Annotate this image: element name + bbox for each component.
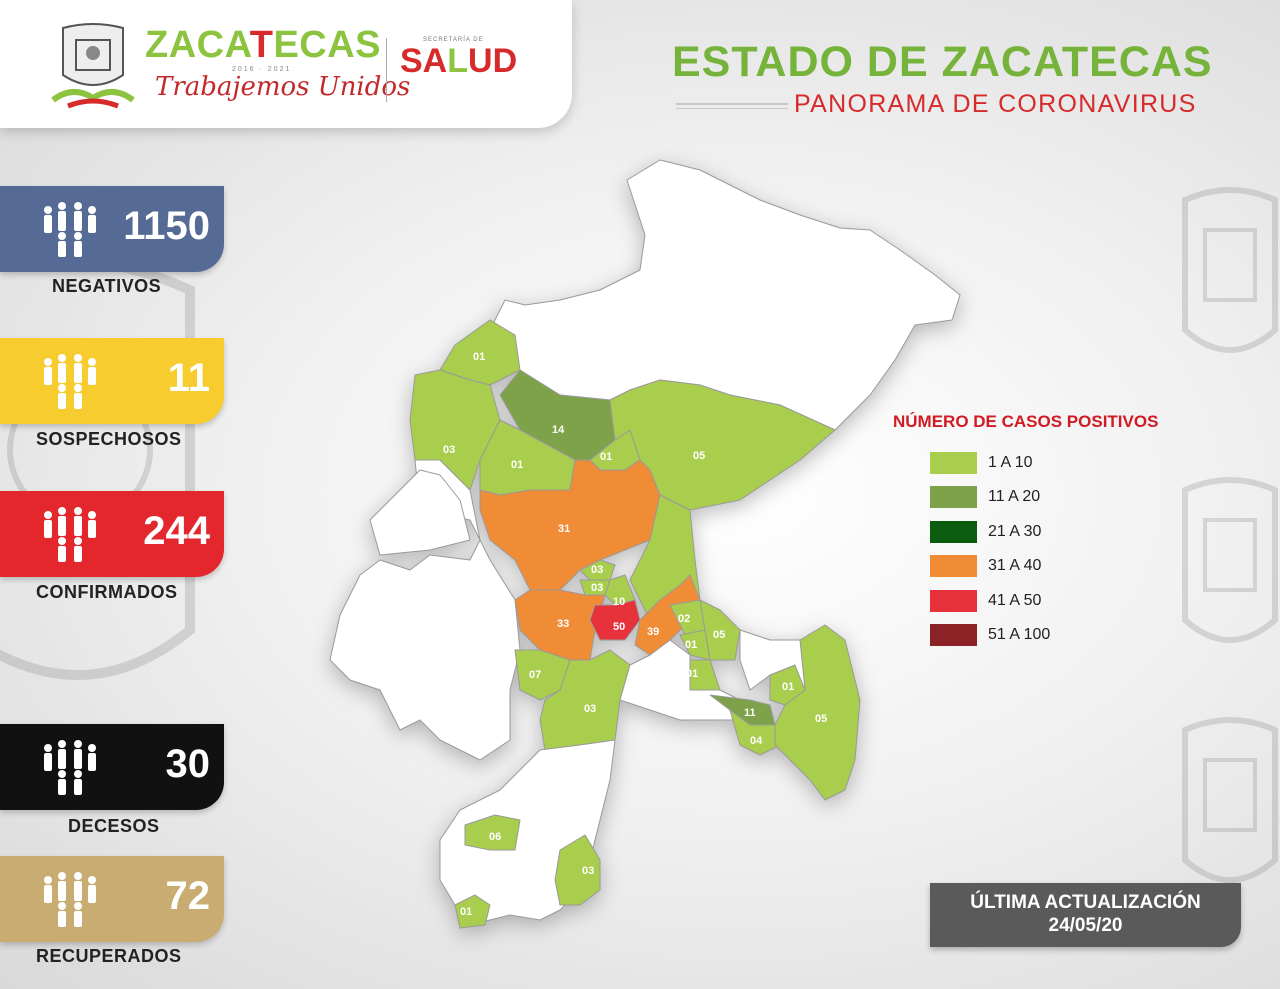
municipality-05-c <box>699 599 741 661</box>
municipality-01-s <box>454 894 491 929</box>
municipality-03-lower <box>539 649 631 751</box>
map-label: 31 <box>558 523 570 535</box>
map-label: 03 <box>584 703 596 715</box>
map-label: 01 <box>511 459 523 471</box>
municipality-10 <box>604 574 636 606</box>
title-rule <box>676 108 788 109</box>
municipality-north <box>489 159 961 431</box>
last-update-box: ÚLTIMA ACTUALIZACIÓN 24/05/20 <box>930 883 1241 947</box>
legend-title: NÚMERO DE CASOS POSITIVOS <box>893 412 1159 431</box>
people-icon <box>44 354 96 409</box>
map-label: 01 <box>782 681 794 693</box>
map-label: 03 <box>582 865 594 877</box>
map-label: 14 <box>552 424 565 436</box>
legend-swatch <box>930 452 977 474</box>
people-icon <box>44 872 96 927</box>
map-label: 06 <box>489 831 501 843</box>
municipality-06 <box>464 814 521 851</box>
secretaria-label: SECRETARÍA DE <box>423 37 484 43</box>
map-label: 05 <box>815 713 827 725</box>
stat-label: CONFIRMADOS <box>36 582 178 602</box>
map-label: 05 <box>713 629 725 641</box>
legend-swatch <box>930 521 977 543</box>
stat-value: 72 <box>165 874 211 918</box>
stat-label: NEGATIVOS <box>52 276 162 296</box>
watermark-crest <box>1182 187 1278 353</box>
stat-value: 1150 <box>123 204 210 248</box>
page-subtitle: PANORAMA DE CORONAVIRUS <box>794 90 1197 118</box>
map-label: 33 <box>557 618 569 630</box>
map-label: 01 <box>600 451 612 463</box>
legend-swatch <box>930 624 977 646</box>
municipality-se-white <box>739 629 806 691</box>
last-update-label: ÚLTIMA ACTUALIZACIÓN <box>970 892 1201 913</box>
people-icon <box>44 740 96 795</box>
legend-swatch <box>930 486 977 508</box>
municipality-05-e <box>774 624 861 801</box>
legend-label: 11 A 20 <box>988 488 1041 505</box>
map-label: 05 <box>693 450 705 462</box>
map-label: 03 <box>591 564 603 576</box>
legend-label: 41 A 50 <box>988 592 1042 609</box>
municipality-03-s <box>554 834 601 906</box>
header-divider <box>386 38 387 102</box>
stat-card-confirmados: 244 <box>0 491 224 577</box>
page-title: ESTADO DE ZACATECAS <box>672 38 1213 86</box>
map-label: 11 <box>744 707 756 719</box>
map-label: 01 <box>686 668 698 680</box>
map-label: 39 <box>647 626 659 638</box>
map-label: 02 <box>678 613 690 625</box>
people-icon <box>44 202 96 257</box>
legend-label: 31 A 40 <box>988 557 1042 574</box>
stat-label: DECESOS <box>68 816 160 836</box>
municipality-50 <box>589 599 641 641</box>
map-label: 03 <box>591 582 603 594</box>
map-label: 01 <box>685 639 697 651</box>
legend-swatch <box>930 590 977 612</box>
stat-label: RECUPERADOS <box>36 946 182 966</box>
map-label: 04 <box>750 735 763 747</box>
last-update-date: 24/05/20 <box>1048 915 1123 936</box>
salud-logo: SALUD <box>400 42 518 80</box>
municipality-03-a <box>579 559 616 581</box>
legend-swatch <box>930 555 977 577</box>
brand-name: ZACATECAS <box>145 24 382 66</box>
legend-label: 21 A 30 <box>988 523 1042 540</box>
brand-years: 2016 · 2021 <box>232 66 292 73</box>
stat-card-decesos: 30 <box>0 724 224 810</box>
watermark-crest <box>1182 717 1278 883</box>
stat-value: 11 <box>167 356 210 400</box>
watermark-crest <box>1182 477 1278 643</box>
municipality-west-coast <box>369 469 471 556</box>
stat-value: 244 <box>143 509 210 553</box>
title-rule <box>676 103 788 105</box>
stat-card-recuperados: 72 <box>0 856 224 942</box>
map-label: 50 <box>613 621 625 633</box>
stat-label: SOSPECHOSOS <box>36 429 182 449</box>
stat-card-negativos: 1150 <box>0 186 224 272</box>
stat-value: 30 <box>165 742 211 786</box>
map-label: 03 <box>443 444 455 456</box>
map-label: 01 <box>460 906 472 918</box>
legend-label: 1 A 10 <box>988 454 1033 471</box>
stat-card-sospechosos: 11 <box>0 338 224 424</box>
map-label: 10 <box>613 596 625 608</box>
legend-label: 51 A 100 <box>988 626 1051 643</box>
header-card: ZACATECAS 2016 · 2021 Trabajemos Unidos … <box>0 0 572 128</box>
people-icon <box>44 507 96 562</box>
map-label: 01 <box>473 351 485 363</box>
map-label: 07 <box>529 669 541 681</box>
coat-of-arms-logo <box>51 23 135 109</box>
brand-slogan: Trabajemos Unidos <box>155 72 411 102</box>
